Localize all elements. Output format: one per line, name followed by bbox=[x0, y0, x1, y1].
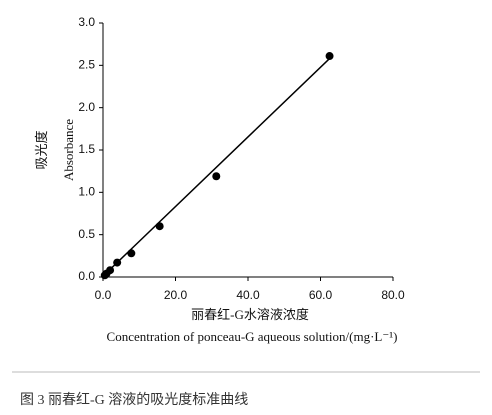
x-tick-label: 0.0 bbox=[95, 288, 112, 302]
x-tick-label: 80.0 bbox=[381, 288, 405, 302]
x-axis-label: Concentration of ponceau-G aqueous solut… bbox=[107, 329, 398, 344]
x-axis-label-cn: 丽春红-G水溶液浓度 bbox=[191, 307, 309, 322]
y-axis-label-cn: 吸光度 bbox=[34, 130, 49, 169]
y-tick-label: 1.0 bbox=[78, 185, 95, 199]
trendline bbox=[102, 58, 331, 277]
y-tick-label: 2.5 bbox=[78, 58, 95, 72]
y-tick-label: 2.0 bbox=[78, 100, 95, 114]
point bbox=[106, 266, 115, 275]
y-tick-label: 0.0 bbox=[78, 269, 95, 283]
y-tick-label: 0.5 bbox=[78, 227, 95, 241]
y-axis-label: Absorbance bbox=[61, 119, 76, 181]
x-tick-label: 60.0 bbox=[309, 288, 333, 302]
point bbox=[325, 52, 334, 61]
y-tick-label: 1.5 bbox=[78, 142, 95, 156]
caption: 图 3 丽春红-G 溶液的吸光度标准曲线 bbox=[20, 392, 248, 408]
point bbox=[212, 172, 221, 181]
point bbox=[127, 249, 136, 258]
x-tick-label: 40.0 bbox=[236, 288, 260, 302]
point bbox=[113, 258, 122, 267]
y-tick-label: 3.0 bbox=[78, 15, 95, 29]
x-tick-label: 20.0 bbox=[164, 288, 188, 302]
point bbox=[155, 222, 164, 231]
